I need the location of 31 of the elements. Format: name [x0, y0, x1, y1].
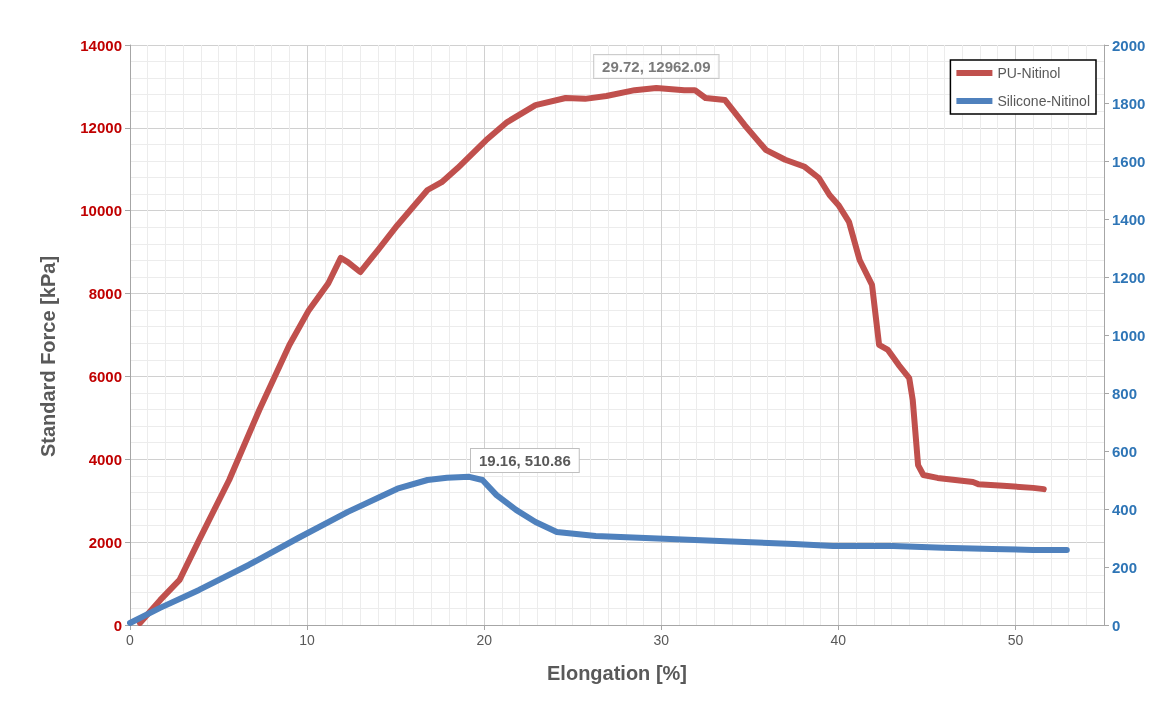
annotation: 29.72, 12962.09: [602, 58, 711, 75]
y-tick-label: 14000: [80, 36, 122, 54]
x-tick-label: 0: [126, 632, 135, 648]
y2-tick-label: 1000: [1112, 326, 1146, 344]
y-axis-title: Standard Force [kPa]: [37, 255, 59, 458]
y2-tick-label: 1200: [1112, 268, 1146, 286]
legend-label: Silicone-Nitinol: [997, 93, 1090, 109]
x-tick-label: 10: [299, 632, 316, 648]
x-tick-label: 20: [476, 632, 493, 648]
legend-label: PU-Nitinol: [997, 65, 1061, 81]
y2-tick-label: 0: [1112, 616, 1121, 634]
x-axis-title: Elongation [%]: [547, 662, 687, 684]
y-tick-label: 10000: [80, 202, 122, 220]
y-tick-label: 8000: [88, 285, 122, 303]
y2-tick-label: 800: [1112, 384, 1138, 402]
x-tick-label: 30: [653, 632, 670, 648]
annotation: 19.16, 510.86: [479, 452, 571, 469]
y-tick-label: 0: [113, 616, 122, 634]
y2-tick-label: 1600: [1112, 152, 1146, 170]
x-tick-label: 40: [830, 632, 847, 648]
y-tick-label: 12000: [80, 119, 122, 137]
y2-tick-label: 400: [1112, 500, 1138, 518]
y2-tick-label: 1400: [1112, 210, 1146, 228]
y-tick-label: 2000: [88, 533, 122, 551]
y2-tick-label: 200: [1112, 558, 1138, 576]
y2-tick-label: 2000: [1112, 36, 1146, 54]
y-tick-label: 6000: [88, 367, 122, 385]
y2-tick-label: 600: [1112, 442, 1138, 460]
x-tick-label: 50: [1007, 632, 1024, 648]
y2-tick-label: 1800: [1112, 94, 1146, 112]
y-tick-label: 4000: [88, 450, 122, 468]
